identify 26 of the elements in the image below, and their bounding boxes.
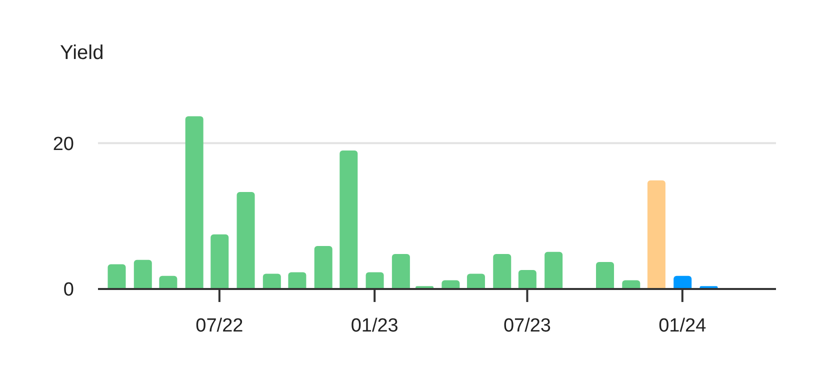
bar: [392, 254, 410, 289]
bar: [518, 270, 536, 289]
bar: [544, 252, 563, 289]
bar: [185, 116, 204, 289]
y-tick-label: 20: [52, 134, 74, 155]
x-tick-label: 01/24: [658, 315, 707, 336]
x-tick-label: 07/22: [196, 315, 244, 336]
bar: [262, 274, 281, 289]
bar: [466, 274, 485, 289]
bar: [108, 264, 126, 289]
bar: [236, 192, 255, 289]
bar: [493, 254, 512, 289]
y-axis-title: Yield: [60, 42, 104, 65]
bar: [596, 262, 614, 289]
x-tick-label: 07/23: [503, 315, 552, 336]
bar: [674, 276, 692, 289]
bar: [288, 272, 306, 289]
x-tick-label: 01/23: [350, 315, 398, 336]
bar: [314, 246, 332, 289]
bar: [159, 276, 178, 289]
bar: [134, 260, 152, 289]
bar: [366, 272, 384, 289]
y-tick-label: 0: [63, 280, 74, 301]
bar: [647, 180, 666, 289]
bar: [340, 150, 358, 289]
bar: [210, 234, 229, 289]
